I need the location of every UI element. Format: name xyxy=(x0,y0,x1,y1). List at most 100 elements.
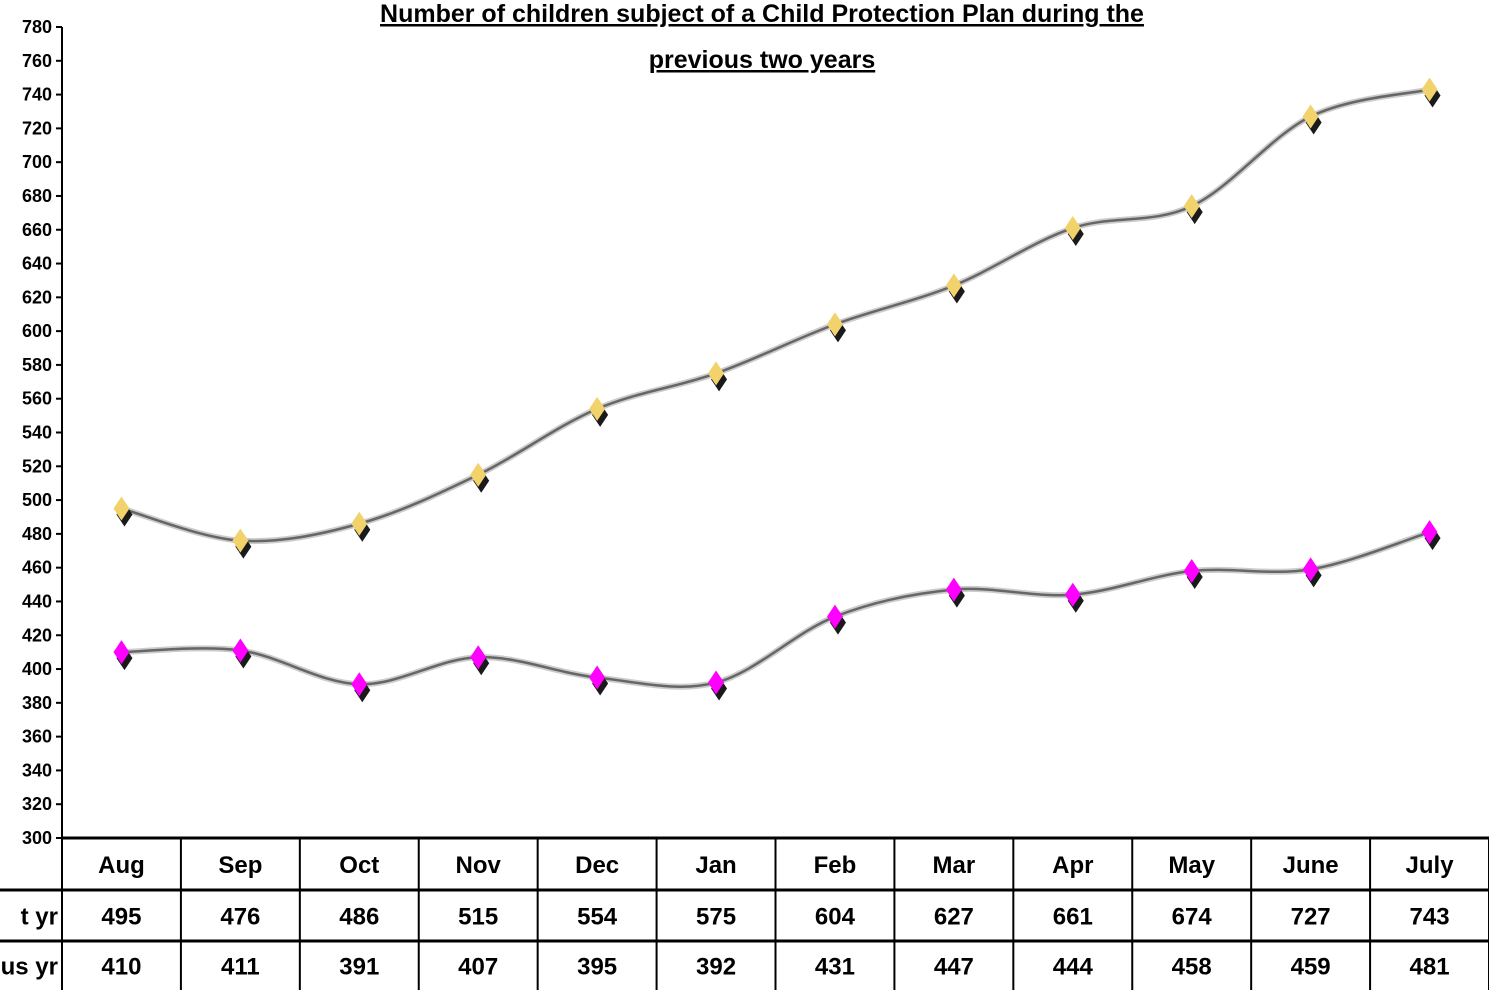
chart-title: Number of children subject of a Child Pr… xyxy=(380,0,1144,74)
data-point-marker xyxy=(1183,559,1200,584)
y-tick-label: 600 xyxy=(22,321,52,341)
table-cell-value: 515 xyxy=(458,904,498,931)
table-cell-value: 392 xyxy=(696,954,736,981)
table-cell-value: 481 xyxy=(1410,954,1450,981)
table-cell-value: 447 xyxy=(934,954,974,981)
data-point-marker xyxy=(589,396,606,421)
data-point-marker xyxy=(113,496,130,521)
data-point xyxy=(589,665,609,696)
table-cell-value: 627 xyxy=(934,904,974,931)
data-point-marker xyxy=(1302,557,1319,582)
data-point xyxy=(945,577,965,608)
y-tick-label: 360 xyxy=(22,727,52,747)
table-cell-value: 604 xyxy=(815,904,856,931)
y-tick-label: 400 xyxy=(22,659,52,679)
table-cell-value: 575 xyxy=(696,904,736,931)
y-tick-label: 740 xyxy=(22,85,52,105)
y-tick-label: 780 xyxy=(22,17,52,37)
data-point-marker xyxy=(351,511,368,536)
table-cell-value: 727 xyxy=(1291,904,1331,931)
data-point xyxy=(113,640,133,671)
data-point-marker xyxy=(708,361,725,386)
table-cell-value: 476 xyxy=(220,904,260,931)
data-point-marker xyxy=(945,577,962,602)
y-tick-label: 420 xyxy=(22,625,52,645)
y-tick-label: 540 xyxy=(22,423,52,443)
data-point-marker xyxy=(1064,216,1081,241)
table-cell-value: 458 xyxy=(1172,954,1212,981)
y-tick-label: 700 xyxy=(22,152,52,172)
x-category-label: Aug xyxy=(98,852,145,879)
data-point xyxy=(232,638,252,669)
data-point xyxy=(1064,582,1084,613)
data-table: Aug Sep Oct Nov Dec Jan Feb Mar Apr May June July t … xyxy=(0,836,1489,990)
data-point-marker xyxy=(1183,194,1200,219)
y-tick-label: 640 xyxy=(22,254,52,274)
x-category-label: Nov xyxy=(456,852,502,879)
table-cell-value: 674 xyxy=(1172,904,1213,931)
data-point-marker xyxy=(351,672,368,697)
series-lines xyxy=(118,86,1433,690)
data-point xyxy=(1302,104,1322,135)
data-point-marker xyxy=(232,528,249,553)
table-cell-value: 444 xyxy=(1053,954,1094,981)
data-point-marker xyxy=(708,670,725,695)
data-point xyxy=(708,361,728,392)
data-point xyxy=(1421,520,1441,551)
data-point-marker xyxy=(232,638,249,663)
data-point xyxy=(826,312,846,343)
y-tick-label: 380 xyxy=(22,693,52,713)
data-point-marker xyxy=(1064,582,1081,607)
y-tick-label: 460 xyxy=(22,558,52,578)
series-line xyxy=(121,88,1430,543)
x-category-label: June xyxy=(1283,852,1339,879)
table-cell-value: 395 xyxy=(577,954,617,981)
data-point-marker xyxy=(589,665,606,690)
table-cell-value: 459 xyxy=(1291,954,1331,981)
data-point xyxy=(589,396,609,427)
y-tick-label: 680 xyxy=(22,186,52,206)
table-cell-value: 661 xyxy=(1053,904,1093,931)
x-category-label: Feb xyxy=(814,852,857,879)
table-cell-value: 743 xyxy=(1410,904,1450,931)
data-point-marker xyxy=(470,462,487,487)
series-name-label: us yr xyxy=(1,954,58,981)
data-point-marker xyxy=(470,645,487,670)
data-point-marker xyxy=(1421,520,1438,545)
y-tick-label: 720 xyxy=(22,118,52,138)
data-point xyxy=(232,528,252,559)
table-cell-value: 431 xyxy=(815,954,855,981)
data-point-marker xyxy=(945,273,962,298)
data-point-marker xyxy=(113,640,130,665)
table-cell-value: 391 xyxy=(339,954,379,981)
x-category-label: May xyxy=(1168,852,1215,879)
data-point-marker xyxy=(826,604,843,629)
series-line-shadow xyxy=(118,86,1433,545)
table-cell-value: 486 xyxy=(339,904,379,931)
data-point xyxy=(1421,77,1441,108)
y-tick-label: 500 xyxy=(22,490,52,510)
data-point xyxy=(1302,557,1322,588)
chart-title-line-1: Number of children subject of a Child Pr… xyxy=(380,0,1144,28)
table-cell-value: 410 xyxy=(101,954,141,981)
y-tick-label: 300 xyxy=(22,828,52,848)
series-name-label: t yr xyxy=(21,904,58,931)
y-tick-label: 520 xyxy=(22,456,52,476)
y-tick-label: 340 xyxy=(22,760,52,780)
data-point-marker xyxy=(826,312,843,337)
y-tick-label: 480 xyxy=(22,524,52,544)
y-tick-label: 440 xyxy=(22,591,52,611)
y-tick-label: 320 xyxy=(22,794,52,814)
y-tick-label: 660 xyxy=(22,220,52,240)
y-tick-label: 560 xyxy=(22,389,52,409)
x-category-label: Sep xyxy=(218,852,262,879)
x-category-label: Dec xyxy=(575,852,619,879)
data-point xyxy=(1183,559,1203,590)
data-point xyxy=(470,645,490,676)
table-cell-value: 554 xyxy=(577,904,618,931)
y-tick-label: 620 xyxy=(22,287,52,307)
chart-title-line-2: previous two years xyxy=(649,46,875,74)
data-point xyxy=(1183,194,1203,225)
y-tick-label: 760 xyxy=(22,51,52,71)
